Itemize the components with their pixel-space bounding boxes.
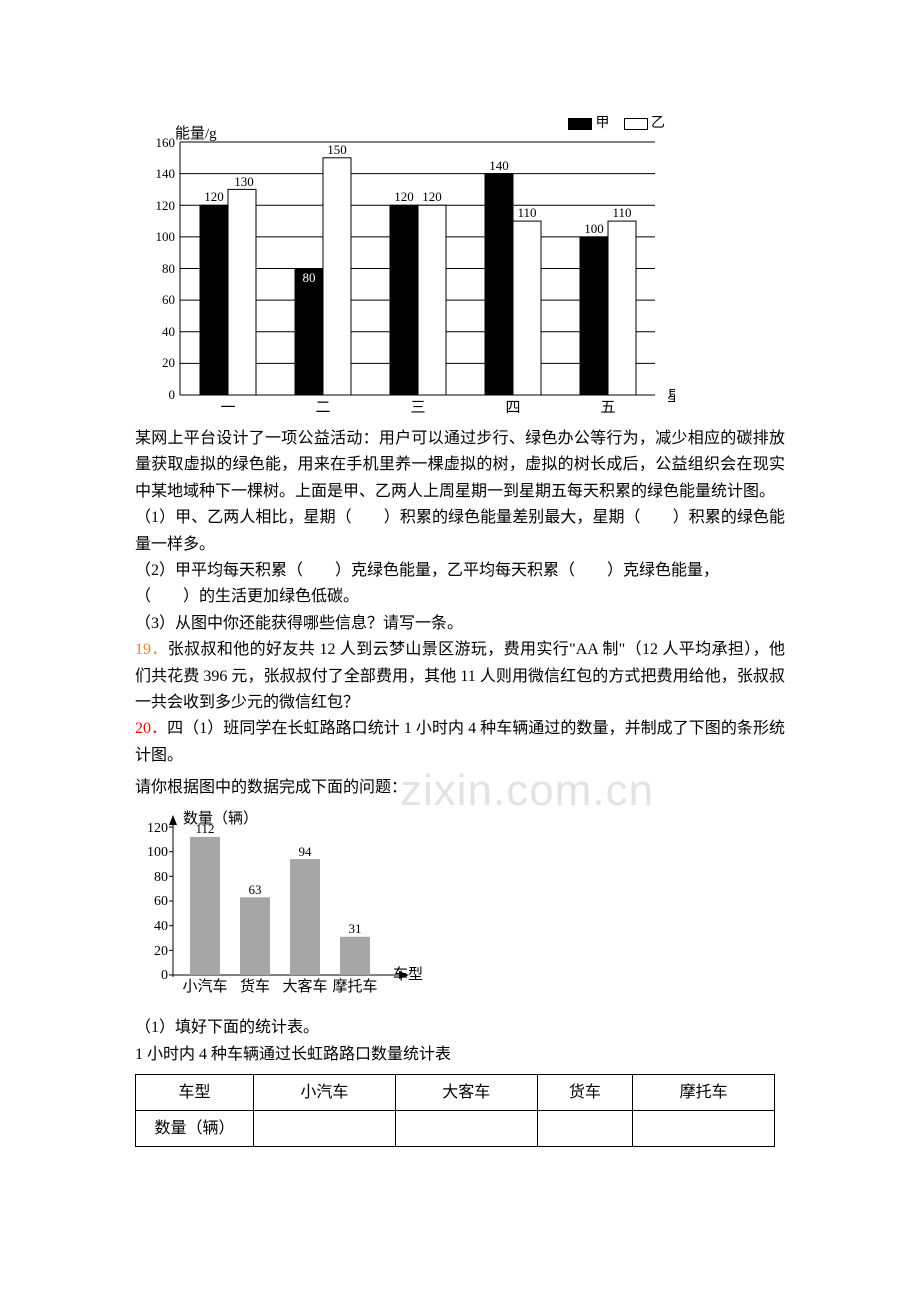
bar-label-moto: 31 bbox=[349, 921, 362, 936]
ytick-100: 100 bbox=[156, 229, 176, 244]
energy-chart: 甲 乙 能量/g 0 20 40 60 80 100 120 140 160 bbox=[135, 110, 675, 420]
c2-x-label: 车型 bbox=[393, 966, 423, 983]
cell-moto[interactable] bbox=[633, 1111, 775, 1147]
legend-swatch-jia bbox=[568, 118, 592, 130]
ytick-140: 140 bbox=[156, 166, 176, 181]
q19-number: 19． bbox=[135, 641, 168, 658]
bar-label-yi-3: 120 bbox=[422, 189, 442, 204]
row-header: 数量（辆） bbox=[136, 1111, 254, 1147]
xtick-3: 三 bbox=[410, 400, 425, 416]
bar-label-bus: 94 bbox=[299, 844, 313, 859]
chart1-svg: 能量/g 0 20 40 60 80 100 120 140 160 120 1… bbox=[135, 110, 675, 420]
question-20: 20．四（1）班同学在长虹路路口统计 1 小时内 4 种车辆通过的数量，并制成了… bbox=[135, 716, 785, 769]
chart1-legend: 甲 乙 bbox=[568, 112, 665, 135]
legend-label-yi: 乙 bbox=[651, 116, 665, 131]
xtick-car: 小汽车 bbox=[182, 978, 227, 995]
xtick-2: 二 bbox=[315, 400, 330, 416]
y-axis-label: 能量/g bbox=[175, 125, 217, 142]
c2-y-label: 数量（辆） bbox=[183, 810, 258, 827]
ytick-20: 20 bbox=[162, 355, 175, 370]
xtick-truck: 货车 bbox=[240, 978, 270, 995]
xtick-1: 一 bbox=[220, 400, 235, 416]
question-1: （1）甲、乙两人相比，星期（ ）积累的绿色能量差别最大，星期（ ）积累的绿色能量… bbox=[135, 505, 785, 558]
question-19: 19．张叔叔和他的好友共 12 人到云梦山景区游玩，费用实行"AA 制"（12 … bbox=[135, 637, 785, 716]
bar-yi-2 bbox=[323, 158, 351, 395]
bar-label-jia-3: 120 bbox=[394, 189, 414, 204]
bar-label-jia-5: 100 bbox=[584, 221, 604, 236]
q19-text: 张叔叔和他的好友共 12 人到云梦山景区游玩，费用实行"AA 制"（12 人平均… bbox=[135, 641, 785, 711]
cell-bus[interactable] bbox=[395, 1111, 537, 1147]
svg-text:20: 20 bbox=[154, 944, 168, 959]
q20-text: 四（1）班同学在长虹路路口统计 1 小时内 4 种车辆通过的数量，并制成了下图的… bbox=[135, 720, 785, 763]
svg-text:120: 120 bbox=[147, 821, 168, 836]
table-header-row: 车型 小汽车 大客车 货车 摩托车 bbox=[136, 1075, 775, 1111]
ytick-40: 40 bbox=[162, 324, 175, 339]
ytick-160: 160 bbox=[156, 135, 176, 150]
bar-moto bbox=[340, 937, 370, 975]
bar-bus bbox=[290, 860, 320, 976]
question-20-1: （1）填好下面的统计表。 bbox=[135, 1015, 785, 1041]
xtick-5: 五 bbox=[600, 400, 615, 416]
bar-yi-1 bbox=[228, 189, 256, 395]
question-2a: （2）甲平均每天积累（ ）克绿色能量，乙平均每天积累（ ）克绿色能量， bbox=[135, 558, 785, 584]
th-type: 车型 bbox=[136, 1075, 254, 1111]
bar-label-truck: 63 bbox=[249, 882, 262, 897]
legend-label-jia: 甲 bbox=[596, 116, 610, 131]
bar-label-car: 112 bbox=[195, 821, 214, 836]
table-data-row: 数量（辆） bbox=[136, 1111, 775, 1147]
legend-swatch-yi bbox=[624, 118, 648, 130]
svg-text:100: 100 bbox=[147, 845, 168, 860]
bar-yi-4 bbox=[513, 221, 541, 395]
x-axis-label: 星期 bbox=[667, 388, 675, 405]
bar-jia-1 bbox=[200, 205, 228, 395]
vehicle-chart: 数量（辆） 0 20 40 60 80 100 120 112 小汽车 63 货… bbox=[135, 807, 785, 1007]
bar-label-jia-4: 140 bbox=[489, 158, 509, 173]
vehicle-table: 车型 小汽车 大客车 货车 摩托车 数量（辆） bbox=[135, 1074, 775, 1147]
bar-label-yi-2: 150 bbox=[327, 142, 347, 157]
ytick-80: 80 bbox=[162, 261, 175, 276]
bar-car bbox=[190, 837, 220, 975]
xtick-bus: 大客车 bbox=[282, 978, 327, 995]
ytick-120: 120 bbox=[156, 198, 176, 213]
ytick-0: 0 bbox=[169, 387, 176, 402]
bar-label-jia-2: 80 bbox=[303, 270, 316, 285]
xtick-4: 四 bbox=[505, 400, 520, 416]
bar-jia-4 bbox=[485, 174, 513, 395]
question-2b: （ ）的生活更加绿色低碳。 bbox=[135, 584, 785, 610]
question-20-instr: 请你根据图中的数据完成下面的问题： bbox=[135, 775, 785, 801]
bar-truck bbox=[240, 898, 270, 976]
th-moto: 摩托车 bbox=[633, 1075, 775, 1111]
bar-yi-5 bbox=[608, 221, 636, 395]
bar-label-yi-4: 110 bbox=[517, 205, 536, 220]
bar-label-jia-1: 120 bbox=[204, 189, 224, 204]
bar-label-yi-1: 130 bbox=[234, 174, 254, 189]
bar-jia-5 bbox=[580, 237, 608, 395]
svg-text:40: 40 bbox=[154, 919, 168, 934]
cell-truck[interactable] bbox=[537, 1111, 633, 1147]
th-bus: 大客车 bbox=[395, 1075, 537, 1111]
xtick-moto: 摩托车 bbox=[332, 977, 377, 995]
cell-car[interactable] bbox=[254, 1111, 396, 1147]
bar-jia-2 bbox=[295, 269, 323, 396]
q20-number: 20． bbox=[135, 720, 167, 737]
context-paragraph: 某网上平台设计了一项公益活动：用户可以通过步行、绿色办公等行为，减少相应的碳排放… bbox=[135, 426, 785, 505]
bar-jia-3 bbox=[390, 205, 418, 395]
svg-text:80: 80 bbox=[154, 870, 168, 885]
th-car: 小汽车 bbox=[254, 1075, 396, 1111]
svg-text:60: 60 bbox=[154, 894, 168, 909]
th-truck: 货车 bbox=[537, 1075, 633, 1111]
bar-label-yi-5: 110 bbox=[612, 205, 631, 220]
bar-yi-3 bbox=[418, 205, 446, 395]
question-3: （3）从图中你还能获得哪些信息？请写一条。 bbox=[135, 611, 785, 637]
table-caption: 1 小时内 4 种车辆通过长虹路路口数量统计表 bbox=[135, 1042, 785, 1068]
ytick-60: 60 bbox=[162, 292, 175, 307]
svg-text:0: 0 bbox=[161, 968, 168, 983]
